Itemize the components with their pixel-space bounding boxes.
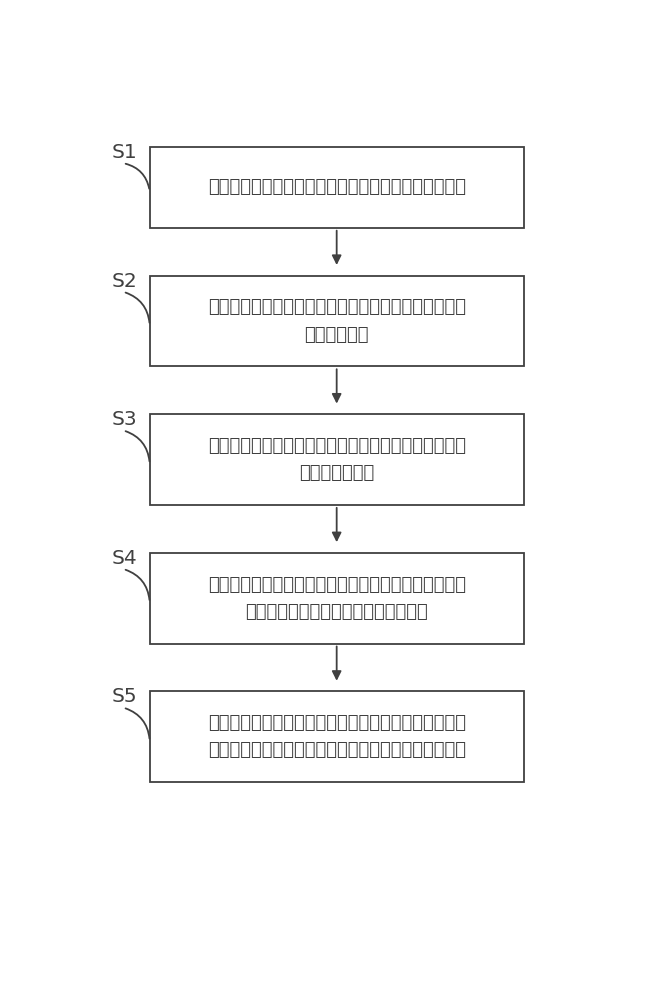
Bar bbox=[150, 414, 524, 505]
Text: S2: S2 bbox=[112, 272, 138, 291]
Bar bbox=[150, 553, 524, 644]
Text: 根据超导电缆的电流大小进行二维有限元模型的瞬态求
解，得到超导电缆的交流损耗特性曲线: 根据超导电缆的电流大小进行二维有限元模型的瞬态求 解，得到超导电缆的交流损耗特性… bbox=[208, 576, 466, 621]
Bar bbox=[150, 276, 524, 366]
Text: S3: S3 bbox=[112, 410, 138, 429]
Text: 根据本构方程、边界条件和偏微分方程等效电阻率建立
二维有限元模型: 根据本构方程、边界条件和偏微分方程等效电阻率建立 二维有限元模型 bbox=[208, 437, 466, 482]
Text: S1: S1 bbox=[112, 143, 138, 162]
Text: 获取超导电缆的结构参数、材料特性及线路的敷设条件: 获取超导电缆的结构参数、材料特性及线路的敷设条件 bbox=[208, 178, 466, 196]
Text: 根据超导电缆的交流损耗特性进行二维有限元模型的稳
态求解，得到超导电缆的稳态运行过程中的温度场分布: 根据超导电缆的交流损耗特性进行二维有限元模型的稳 态求解，得到超导电缆的稳态运行… bbox=[208, 714, 466, 759]
Bar bbox=[150, 147, 524, 228]
Text: 根据敷设条件得到边界条件，根据结构参数和材料特性
得到本构方程: 根据敷设条件得到边界条件，根据结构参数和材料特性 得到本构方程 bbox=[208, 298, 466, 344]
Text: S5: S5 bbox=[112, 687, 138, 706]
Text: S4: S4 bbox=[112, 549, 138, 568]
Bar bbox=[150, 691, 524, 782]
